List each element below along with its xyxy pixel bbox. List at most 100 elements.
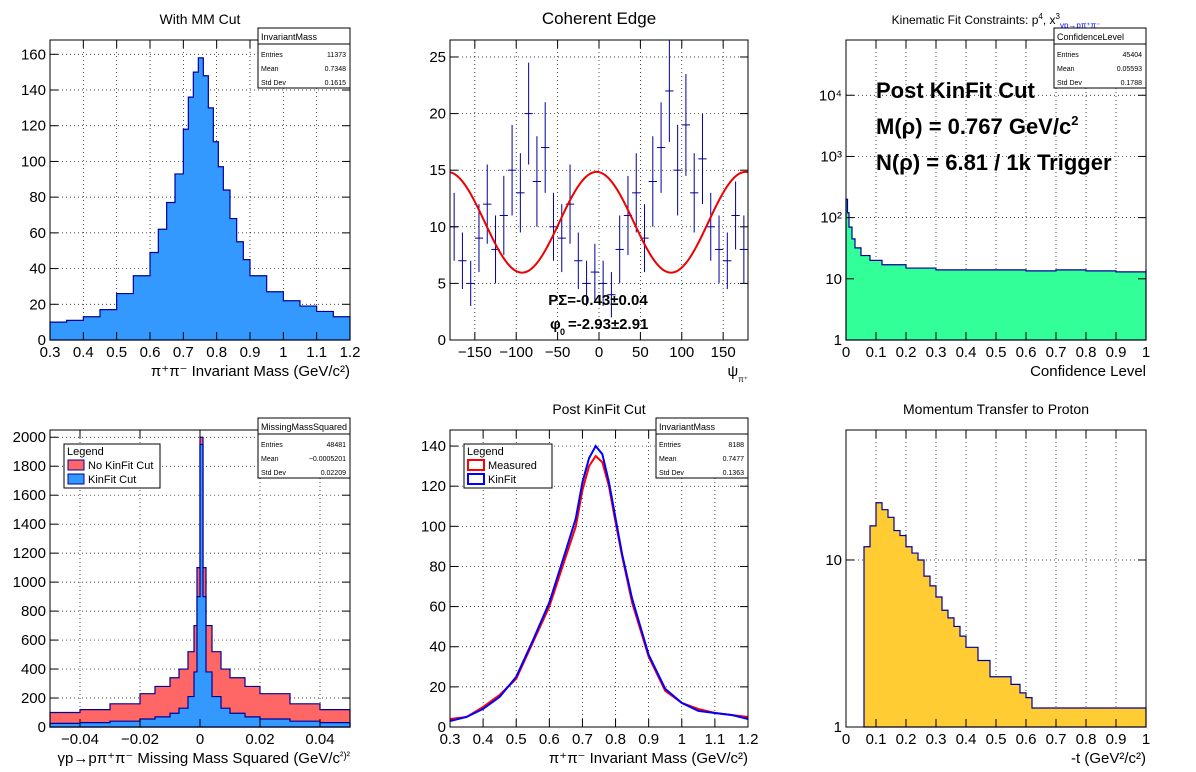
stats-label: Std Dev bbox=[1057, 80, 1082, 87]
x-tick-label: 50 bbox=[632, 344, 649, 361]
x-tick-label: 0.5 bbox=[986, 344, 1007, 361]
x-tick-label: −50 bbox=[545, 344, 570, 361]
y-tick-label: 1000 bbox=[13, 574, 46, 591]
y-tick-label: 2000 bbox=[13, 429, 46, 446]
y-tick-label: 140 bbox=[421, 438, 446, 455]
x-axis-label: -t (GeV²/c²) bbox=[1071, 750, 1146, 767]
x-tick-label: 0.4 bbox=[473, 731, 494, 748]
legend-label: No KinFit Cut bbox=[88, 460, 153, 472]
x-tick-label: 0.6 bbox=[1016, 344, 1037, 361]
stats-label: Mean bbox=[261, 456, 279, 463]
x-axis-label: π⁺π⁻ Invariant Mass (GeV/c²) bbox=[151, 363, 350, 380]
x-tick-label: 0.8 bbox=[1076, 731, 1097, 748]
histogram-series-1 bbox=[845, 198, 1147, 341]
x-tick-label: 0.7 bbox=[1046, 731, 1067, 748]
legend-title: Legend bbox=[67, 446, 104, 458]
y-tick-label: 120 bbox=[421, 478, 446, 495]
x-axis-label: π⁺π⁻ Invariant Mass (GeV/c²) bbox=[549, 750, 748, 767]
x-tick-label: 0.8 bbox=[605, 731, 626, 748]
stats-label: Std Dev bbox=[659, 470, 684, 477]
x-tick-label: 0.6 bbox=[140, 344, 161, 361]
stats-value: 45404 bbox=[1123, 52, 1143, 59]
x-tick-label: 1.2 bbox=[340, 344, 361, 361]
y-tick-label: 10⁴ bbox=[819, 87, 842, 104]
x-tick-label: 0.2 bbox=[896, 731, 917, 748]
x-tick-label: 0 bbox=[842, 344, 850, 361]
x-axis-label: ψπ⁺ bbox=[728, 363, 748, 384]
annotation-rho-yield: N(ρ) = 6.81 / 1k Trigger bbox=[876, 150, 1112, 175]
x-tick-label: 0.9 bbox=[1106, 344, 1127, 361]
stats-label: Mean bbox=[659, 456, 677, 463]
y-tick-label: 40 bbox=[29, 261, 46, 278]
x-tick-label: 0.5 bbox=[506, 731, 527, 748]
x-tick-label: 0.4 bbox=[956, 731, 977, 748]
legend-box bbox=[463, 443, 553, 489]
x-tick-label: 0 bbox=[196, 731, 204, 748]
stats-value: 8188 bbox=[728, 442, 744, 449]
stats-box bbox=[1053, 27, 1147, 89]
chart-panel-1: 0.3 0.4 0.5 0.6 0.7 0.8 0.9 1 1.1 1.2 0 20 40 60 80 100… bbox=[21, 11, 360, 380]
y-tick-label: 60 bbox=[29, 225, 46, 242]
stats-value: 0.7348 bbox=[325, 66, 347, 73]
y-tick-label: 120 bbox=[21, 118, 46, 135]
x-tick-label: −0.04 bbox=[61, 731, 99, 748]
x-tick-label: 0.5 bbox=[986, 731, 1007, 748]
legend-swatch bbox=[67, 459, 85, 471]
x-tick-label: 0.9 bbox=[1106, 731, 1127, 748]
y-tick-label: 5 bbox=[438, 275, 446, 292]
stats-title: MissingMassSquared bbox=[261, 422, 347, 432]
x-tick-label: 0.7 bbox=[173, 344, 194, 361]
x-tick-label: 0.1 bbox=[866, 731, 887, 748]
stats-label: Mean bbox=[1057, 66, 1075, 73]
y-tick-label: 10 bbox=[825, 552, 842, 569]
x-tick-label: 0.3 bbox=[926, 731, 947, 748]
y-tick-label: 1 bbox=[834, 332, 842, 349]
stats-title: InvariantMass bbox=[261, 32, 318, 42]
stats-label: Entries bbox=[261, 52, 283, 59]
stats-label: Std Dev bbox=[261, 80, 286, 87]
x-tick-label: 0.7 bbox=[572, 731, 593, 748]
fit-result-asymmetry: PΣ=-0.43±0.04 bbox=[548, 292, 648, 309]
y-tick-label: 800 bbox=[21, 603, 46, 620]
legend-label: KinFit bbox=[488, 474, 516, 486]
stats-value: −0.0005201 bbox=[309, 456, 346, 463]
stats-value: 0.1615 bbox=[325, 80, 347, 87]
annotation-rho-mass: M(ρ) = 0.767 GeV/c2 bbox=[876, 113, 1078, 139]
y-tick-label: 20 bbox=[429, 106, 446, 123]
fit-curve bbox=[449, 170, 749, 274]
x-tick-label: 0.3 bbox=[40, 344, 61, 361]
x-tick-label: 0.6 bbox=[539, 731, 560, 748]
y-tick-label: 80 bbox=[29, 189, 46, 206]
y-tick-label: 20 bbox=[29, 296, 46, 313]
y-tick-label: 200 bbox=[21, 690, 46, 707]
stats-box bbox=[257, 27, 351, 89]
y-tick-label: 1400 bbox=[13, 516, 46, 533]
y-tick-label: 100 bbox=[421, 518, 446, 535]
stats-value: 0.05593 bbox=[1117, 66, 1142, 73]
x-tick-label: −100 bbox=[499, 344, 533, 361]
y-tick-label: 160 bbox=[21, 46, 46, 63]
y-tick-label: 0 bbox=[438, 719, 446, 736]
chart-panel-4: −0.04 −0.02 0 0.02 0.04 0 200 400 600 800 1000 1200… bbox=[13, 417, 351, 767]
x-tick-label: 150 bbox=[711, 344, 736, 361]
legend-title: Legend bbox=[467, 446, 504, 458]
stats-label: Entries bbox=[1057, 52, 1079, 59]
histogram-series-2 bbox=[49, 443, 351, 728]
legend-label: Measured bbox=[488, 460, 537, 472]
x-tick-label: 0.8 bbox=[206, 344, 227, 361]
stats-value: 0.1788 bbox=[1121, 80, 1143, 87]
x-tick-label: 0.4 bbox=[956, 344, 977, 361]
x-tick-label: 0 bbox=[595, 344, 603, 361]
x-tick-label: −0.02 bbox=[121, 731, 159, 748]
stats-box bbox=[257, 417, 351, 479]
legend-swatch bbox=[67, 473, 85, 485]
plot-frame bbox=[49, 39, 351, 341]
fit-result-phi0: =-2.93±2.91 bbox=[568, 316, 648, 333]
y-tick-label: 1600 bbox=[13, 487, 46, 504]
stats-label: Mean bbox=[261, 66, 279, 73]
chart-title: Kinematic Fit Constraints: p4, x3γp→pπ⁺π… bbox=[892, 12, 1101, 30]
y-tick-label: 15 bbox=[429, 162, 446, 179]
y-tick-label: 140 bbox=[21, 82, 46, 99]
x-axis-label: Confidence Level bbox=[1030, 363, 1146, 380]
histogram-series-1 bbox=[863, 502, 1147, 728]
